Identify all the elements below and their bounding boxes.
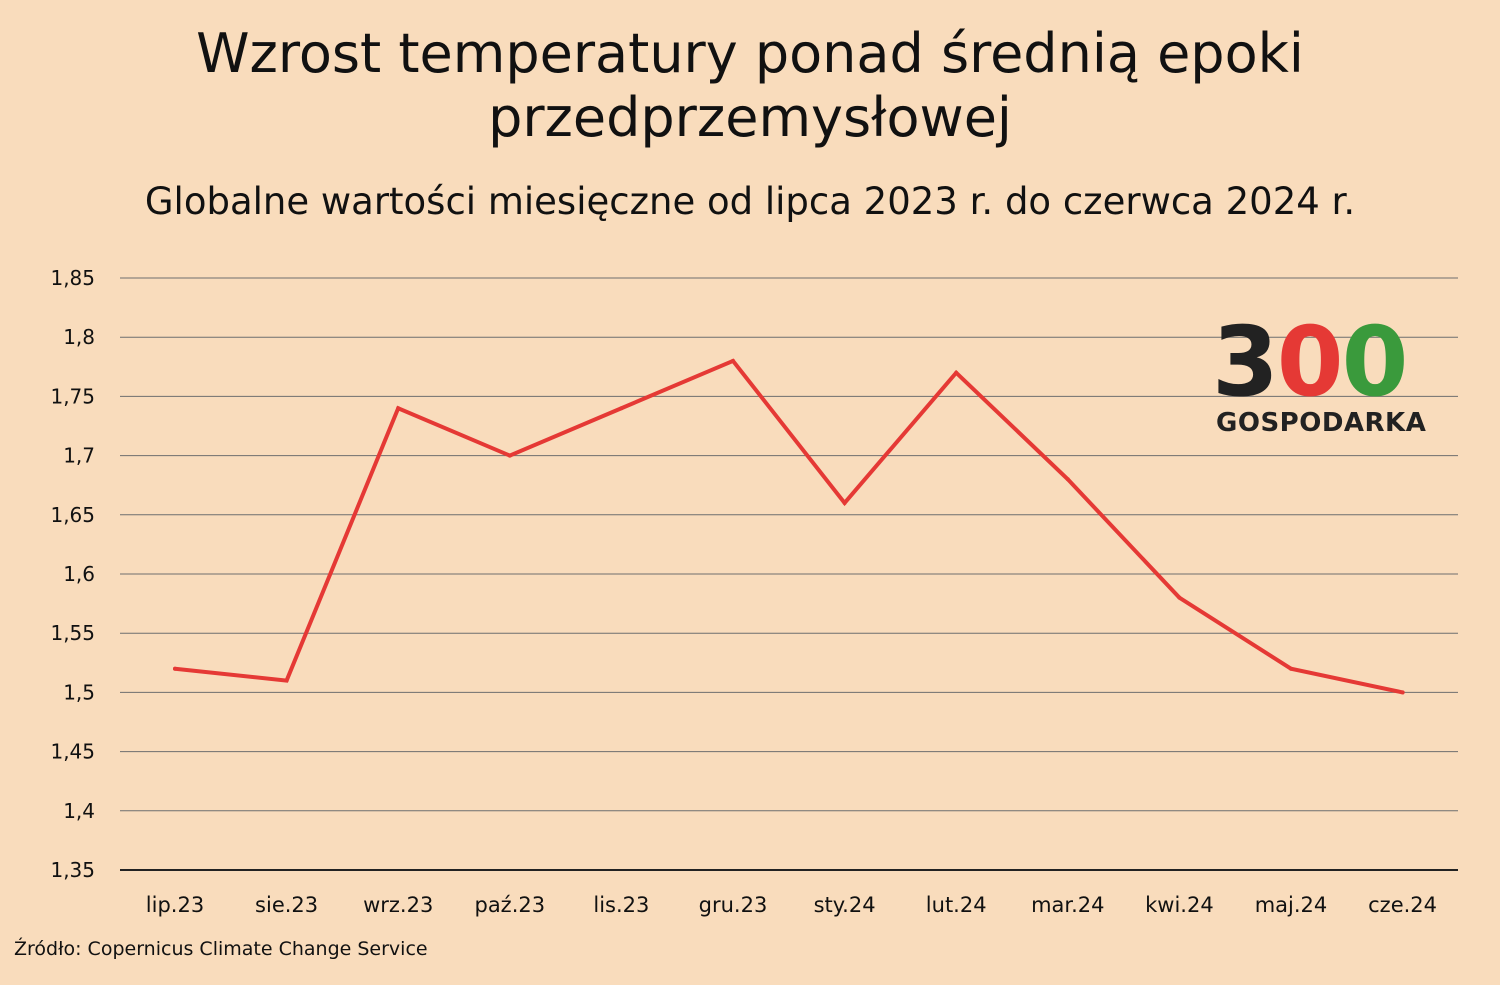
source-note: Źródło: Copernicus Climate Change Servic… bbox=[14, 938, 428, 960]
chart-title-line-2: przedprzemysłowej bbox=[488, 86, 1012, 149]
x-tick-label: sty.24 bbox=[814, 893, 876, 917]
x-tick-label: lip.23 bbox=[146, 893, 204, 917]
logo-digit-0-green: 0 bbox=[1341, 306, 1409, 418]
y-tick-label: 1,65 bbox=[50, 503, 95, 527]
chart-title-line-1: Wzrost temperatury ponad średnią epoki bbox=[196, 22, 1304, 85]
series-line bbox=[173, 358, 1405, 695]
x-tick-label: paź.23 bbox=[474, 893, 545, 917]
x-tick-label: mar.24 bbox=[1031, 893, 1104, 917]
y-tick-label: 1,55 bbox=[50, 621, 95, 645]
chart-subtitle: Globalne wartości miesięczne od lipca 20… bbox=[144, 180, 1356, 223]
y-tick-label: 1,35 bbox=[50, 858, 95, 882]
x-tick-label: wrz.23 bbox=[363, 893, 433, 917]
brand-logo: 300 GOSPODARKA bbox=[1212, 314, 1442, 448]
x-tick-label: kwi.24 bbox=[1145, 893, 1214, 917]
data-point bbox=[507, 453, 512, 458]
logo-wordmark: GOSPODARKA bbox=[1216, 408, 1427, 438]
y-tick-label: 1,6 bbox=[63, 562, 95, 586]
x-tick-label: lis.23 bbox=[593, 893, 649, 917]
data-point bbox=[954, 370, 959, 375]
data-point bbox=[842, 500, 847, 505]
logo-digit-0-red: 0 bbox=[1276, 306, 1344, 418]
data-point bbox=[396, 406, 401, 411]
y-tick-label: 1,75 bbox=[50, 384, 95, 408]
y-tick-label: 1,5 bbox=[63, 680, 95, 704]
data-point bbox=[731, 358, 735, 363]
y-tick-label: 1,7 bbox=[63, 444, 95, 468]
data-point bbox=[1400, 690, 1405, 695]
data-point bbox=[1065, 477, 1070, 482]
data-point bbox=[284, 678, 289, 683]
x-tick-label: sie.23 bbox=[255, 893, 318, 917]
y-tick-label: 1,4 bbox=[63, 799, 95, 823]
data-point bbox=[173, 666, 177, 671]
logo-digits: 300 bbox=[1212, 314, 1408, 410]
x-tick-label: gru.23 bbox=[699, 893, 768, 917]
data-point bbox=[1289, 666, 1293, 671]
chart-title: Wzrost temperatury ponad średnią epoki p… bbox=[0, 22, 1500, 150]
data-point bbox=[1177, 595, 1182, 600]
x-tick-label: maj.24 bbox=[1255, 893, 1328, 917]
x-tick-label: lut.24 bbox=[926, 893, 987, 917]
logo-digit-3: 3 bbox=[1212, 306, 1279, 418]
y-tick-label: 1,8 bbox=[63, 325, 95, 349]
data-point bbox=[619, 406, 624, 411]
x-tick-label: cze.24 bbox=[1368, 893, 1437, 917]
y-tick-label: 1,85 bbox=[50, 266, 95, 290]
y-tick-label: 1,45 bbox=[50, 740, 95, 764]
